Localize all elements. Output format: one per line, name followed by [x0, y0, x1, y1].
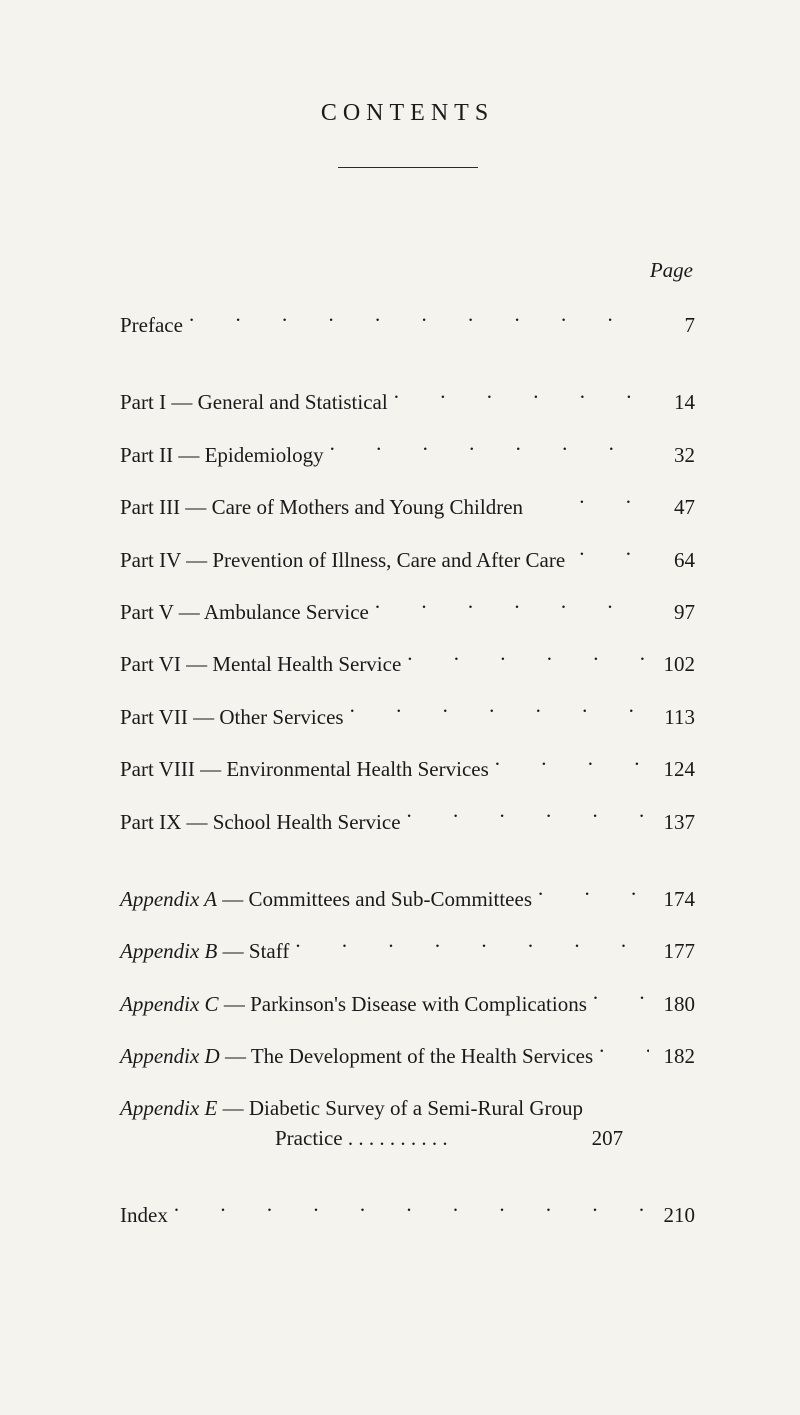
page-number: 97	[655, 598, 695, 627]
divider	[338, 167, 478, 168]
toc-entry: Preface . . . . . . . . . . . . . . . . …	[120, 311, 695, 340]
toc-label: Part III — Care of Mothers and Young Chi…	[120, 493, 523, 522]
toc-prefix: Part III —	[120, 495, 212, 519]
toc-text: Other Services	[219, 705, 343, 729]
toc-entry: Part IX — School Health Service . . . . …	[120, 808, 695, 837]
toc-text: Care of Mothers and Young Children	[212, 495, 523, 519]
page-number: 174	[655, 885, 695, 914]
toc-label: Appendix E — Diabetic Survey of a Semi-R…	[120, 1094, 583, 1153]
toc-prefix: Part VI —	[120, 652, 212, 676]
toc-label: Part VII — Other Services	[120, 703, 344, 732]
toc-entry: Appendix D — The Development of the Heal…	[120, 1042, 695, 1071]
toc-text: School Health Service	[213, 810, 401, 834]
toc-text: General and Statistical	[198, 390, 388, 414]
toc-text-line2: Practice . . . . . . . . . .	[120, 1124, 583, 1153]
toc-prefix: Part IV —	[120, 548, 212, 572]
toc-prefix-italic: Appendix B	[120, 939, 217, 963]
toc-prefix: Part I —	[120, 390, 198, 414]
toc-entry: Part VIII — Environmental Health Service…	[120, 755, 695, 784]
toc-label: Part IX — School Health Service	[120, 808, 401, 837]
toc-label: Appendix C — Parkinson's Disease with Co…	[120, 990, 587, 1019]
toc-label: Part VI — Mental Health Service	[120, 650, 401, 679]
page-number: 113	[655, 703, 695, 732]
toc-entry: Appendix A — Committees and Sub-Committe…	[120, 885, 695, 914]
toc-entry: Part VII — Other Services . . . . . . . …	[120, 703, 695, 732]
toc-prefix: Part VII —	[120, 705, 219, 729]
contents-title: CONTENTS	[120, 100, 695, 127]
page-number: 177	[655, 937, 695, 966]
toc-prefix: Part IX —	[120, 810, 213, 834]
toc-label: Part IV — Prevention of Illness, Care an…	[120, 546, 565, 575]
toc-label: Appendix D — The Development of the Heal…	[120, 1042, 593, 1071]
toc-text: Epidemiology	[205, 443, 324, 467]
toc-prefix: Part V —	[120, 600, 204, 624]
toc-text: Index	[120, 1203, 168, 1227]
page-number: 182	[655, 1042, 695, 1071]
toc-label: Appendix B — Staff	[120, 937, 289, 966]
toc-label: Index	[120, 1201, 168, 1230]
toc-entry: Part II — Epidemiology . . . . . . . . .…	[120, 441, 695, 470]
toc-entry: Part I — General and Statistical . . . .…	[120, 388, 695, 417]
toc-prefix-italic: Appendix A	[120, 887, 217, 911]
toc-label: Part V — Ambulance Service	[120, 598, 369, 627]
toc-label: Preface	[120, 311, 183, 340]
toc-label: Part I — General and Statistical	[120, 388, 388, 417]
toc-label: Part II — Epidemiology	[120, 441, 324, 470]
page-number: 64	[655, 546, 695, 575]
toc-prefix: Part VIII —	[120, 757, 226, 781]
toc-section-index: Index . . . . . . . . . . . . . . . . 21…	[120, 1201, 695, 1230]
toc-entry: Part V — Ambulance Service . . . . . . .…	[120, 598, 695, 627]
page-number: 47	[655, 493, 695, 522]
toc-text: Environmental Health Services	[226, 757, 488, 781]
toc-entry: Index . . . . . . . . . . . . . . . . 21…	[120, 1201, 695, 1230]
page-number: 210	[655, 1201, 695, 1230]
page-number: 32	[655, 441, 695, 470]
toc-label: Appendix A — Committees and Sub-Committe…	[120, 885, 532, 914]
toc-entry: Appendix E — Diabetic Survey of a Semi-R…	[120, 1094, 695, 1153]
toc-text: Mental Health Service	[212, 652, 401, 676]
toc-entry: Part IV — Prevention of Illness, Care an…	[120, 546, 695, 575]
toc-text: — Staff	[217, 939, 289, 963]
toc-text: — The Development of the Health Services	[220, 1044, 593, 1068]
toc-prefix-italic: Appendix E	[120, 1096, 217, 1120]
toc-entry: Part III — Care of Mothers and Young Chi…	[120, 493, 695, 522]
page-number: 14	[655, 388, 695, 417]
toc-text: Prevention of Illness, Care and After Ca…	[212, 548, 565, 572]
toc-entry: Appendix C — Parkinson's Disease with Co…	[120, 990, 695, 1019]
toc-prefix-italic: Appendix D	[120, 1044, 220, 1068]
toc-section-parts: Part I — General and Statistical . . . .…	[120, 388, 695, 837]
toc-prefix-italic: Appendix C	[120, 992, 219, 1016]
toc-entry: Appendix B — Staff . . . . . . . . . . .…	[120, 937, 695, 966]
toc-text: — Diabetic Survey of a Semi-Rural Group	[217, 1096, 583, 1120]
page-column-header: Page	[120, 258, 695, 283]
toc-entry: Part VI — Mental Health Service . . . . …	[120, 650, 695, 679]
toc-section-preface: Preface . . . . . . . . . . . . . . . . …	[120, 311, 695, 340]
toc-text: Preface	[120, 313, 183, 337]
page-number: 102	[655, 650, 695, 679]
toc-text: — Parkinson's Disease with Complications	[219, 992, 587, 1016]
toc-text: Ambulance Service	[204, 600, 369, 624]
page-number: 180	[655, 990, 695, 1019]
toc-label: Part VIII — Environmental Health Service…	[120, 755, 489, 784]
page-number: 7	[655, 311, 695, 340]
toc-text: — Committees and Sub-Committees	[217, 887, 532, 911]
page-number: 124	[655, 755, 695, 784]
toc-prefix: Part II —	[120, 443, 205, 467]
page-number: 137	[655, 808, 695, 837]
toc-section-appendices: Appendix A — Committees and Sub-Committe…	[120, 885, 695, 1153]
page-number: 207	[583, 1124, 623, 1153]
